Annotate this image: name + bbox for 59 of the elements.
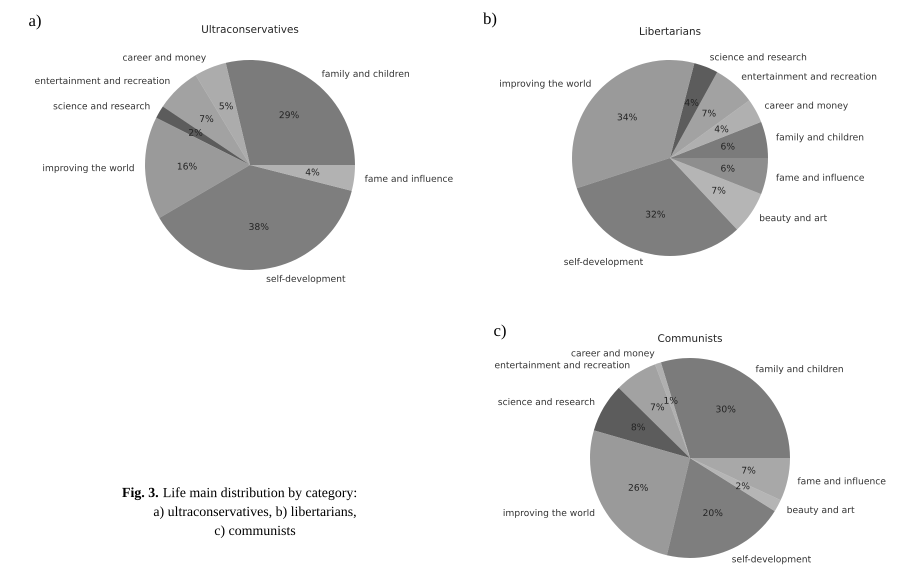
slice-label: fame and influence [776,174,864,181]
slice-label: family and children [756,365,843,374]
chart-title: Communists [658,334,722,342]
pie-slice [594,388,690,458]
data-label: 7% [742,466,756,474]
slice-label: entertainment and recreation [494,361,630,368]
pie-slice [250,165,355,191]
slice-label: self-development [266,274,346,284]
data-label: 34% [618,113,637,120]
data-label: 29% [280,111,299,118]
data-label: 4% [684,99,698,106]
slice-label: science and research [710,53,806,60]
data-label: 30% [716,406,736,412]
slice-label: career and money [122,54,206,63]
data-label: 4% [306,168,320,176]
data-label: 32% [646,210,666,218]
chart-title: Libertarians [640,26,701,36]
text: c) communists [214,525,296,538]
slice-label: family and children [322,70,409,79]
chart-title: Ultraconservatives [202,24,298,34]
data-label: 7% [200,115,214,122]
slice-label: science and research [498,398,594,406]
slice-label: entertainment and recreation [35,77,170,84]
data-label: 8% [632,423,645,430]
slice-label: fame and influence [798,477,886,484]
data-label: 7% [712,186,726,194]
slice-label: entertainment and recreation [742,72,876,80]
slice-label: beauty and art [760,214,827,224]
slice-label: career and money [571,349,654,358]
slice-label: improving the world [504,509,594,518]
slice-label: career and money [764,102,848,111]
data-label: 2% [189,128,202,136]
slice-label: beauty and art [787,506,854,515]
text: c) [494,324,506,340]
data-label: 1% [664,396,678,404]
data-label: 26% [628,484,648,491]
caption: Fig. 3. [122,487,158,500]
data-label: 2% [736,482,750,490]
slice-label: fame and influence [364,174,453,182]
data-label: 6% [721,164,735,172]
slice-label: self-development [732,555,811,564]
data-label: 4% [714,125,728,132]
text: b) [483,12,496,28]
text: a) [29,14,41,30]
data-label: 6% [721,142,735,150]
slice-label: science and research [54,102,150,110]
text: Life main distribution by category: [163,487,356,500]
pie-slice [690,458,790,500]
text: a) ultraconservatives, b) libertarians, [154,506,356,519]
data-label: 16% [178,162,197,170]
slice-label: self-development [564,258,643,267]
slice-label: improving the world [43,164,134,174]
data-label: 7% [650,403,664,410]
data-label: 20% [703,509,722,516]
data-label: 7% [702,110,716,117]
slice-label: improving the world [500,80,591,89]
data-label: 38% [249,223,268,230]
slice-label: family and children [776,133,864,142]
data-label: 5% [220,102,233,110]
